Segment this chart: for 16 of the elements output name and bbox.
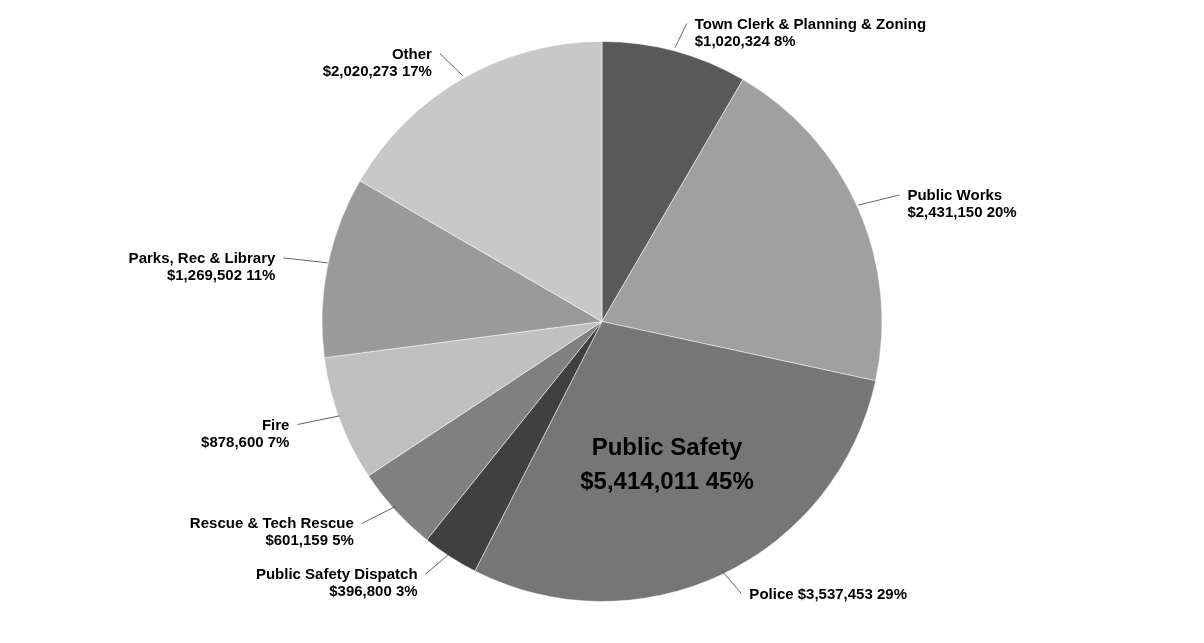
data-label: $2,431,150 20% <box>907 203 1017 221</box>
slice-label: Public Works <box>907 186 1003 204</box>
slice-label: Police $3,537,453 29% <box>749 584 907 602</box>
data-label: $1,269,502 11% <box>166 265 276 283</box>
slice-label: Rescue & Tech Rescue <box>189 514 354 532</box>
slice-label: Parks, Rec & Library <box>128 248 277 266</box>
slice-label: Other <box>391 44 433 62</box>
slice-label: Town Clerk & Planning & Zoning <box>694 14 927 32</box>
text: Public Safety $5,414,011 45% <box>580 433 754 494</box>
data-label: $2,020,273 17% <box>322 61 432 79</box>
data-label: $601,159 5% <box>265 531 354 549</box>
slice-label: Fire <box>261 415 290 433</box>
data-label: $878,600 7% <box>201 432 290 450</box>
data-label: $396,800 3% <box>329 582 418 600</box>
slice-label: Public Safety Dispatch <box>255 565 418 583</box>
data-label: $1,020,324 8% <box>694 31 796 49</box>
